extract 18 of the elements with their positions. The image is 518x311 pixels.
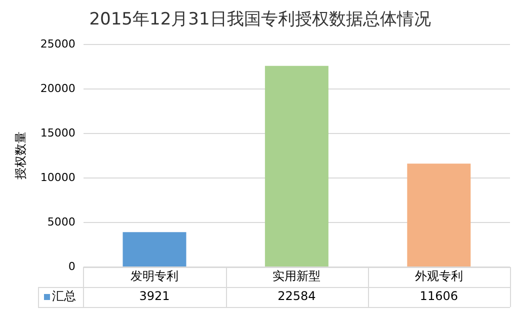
y-tick-label: 10000: [40, 170, 76, 184]
bar: [407, 164, 471, 266]
data-label: 22584: [278, 289, 316, 304]
bar: [122, 232, 186, 266]
y-tick-label: 20000: [40, 82, 76, 95]
y-tick-label: 5000: [47, 215, 76, 228]
x-tick-label: 发明专利: [130, 269, 178, 284]
x-tick-label: 外观专利: [414, 269, 463, 284]
bar: [264, 66, 328, 266]
chart-title: 2015年12月31日我国专利授权数据总体情况: [89, 10, 431, 30]
y-tick-label: 15000: [40, 126, 76, 140]
y-axis-title: 授权数量: [13, 132, 28, 180]
legend-label: 汇总: [52, 289, 76, 304]
y-tick-label: 25000: [40, 37, 76, 50]
data-label: 3921: [139, 289, 170, 304]
y-tick-label: 0: [68, 260, 76, 273]
x-tick-label: 实用新型: [272, 269, 321, 284]
data-label: 11606: [420, 289, 458, 304]
